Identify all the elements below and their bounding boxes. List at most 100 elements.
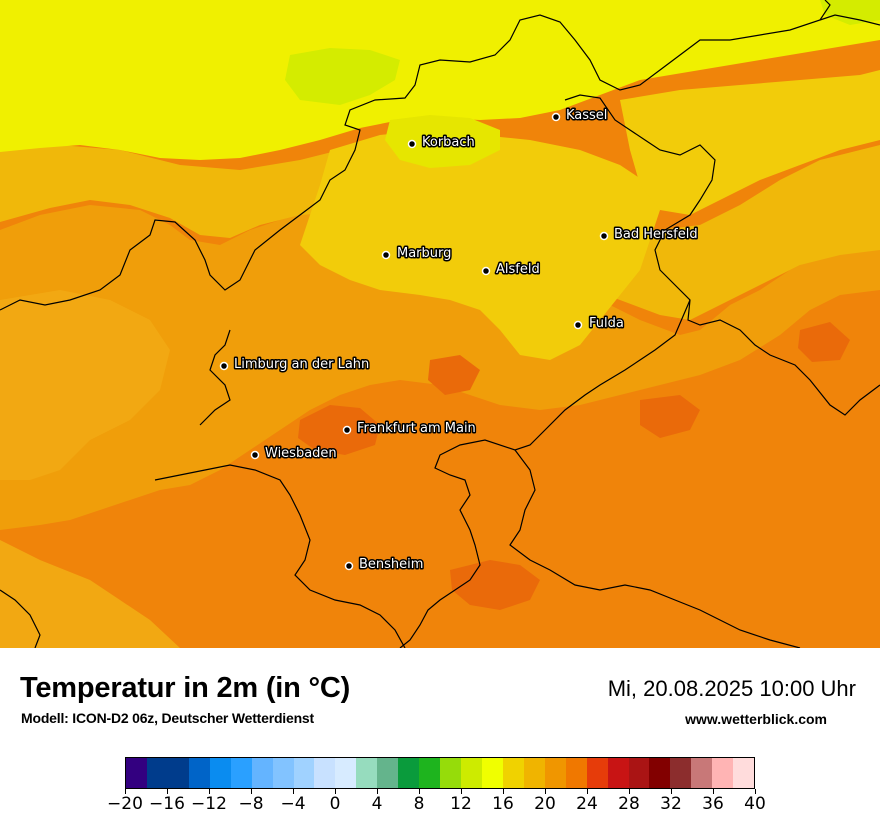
city-marker-bensheim[interactable]: Bensheim: [344, 556, 425, 574]
city-marker-fulda[interactable]: Fulda: [573, 315, 625, 333]
temp-zone-deep-east: [640, 395, 700, 438]
color-swatch: [293, 758, 315, 788]
city-label-fulda: Fulda: [589, 316, 624, 331]
color-swatch: [649, 758, 671, 788]
forecast-datetime: Mi, 20.08.2025 10:00 Uhr: [607, 676, 856, 701]
tick-label: 12: [450, 794, 472, 814]
city-dot-icon: [344, 561, 354, 571]
temperature-map[interactable]: Kassel Korbach Bad Hersfeld Marburg Alsf…: [0, 0, 880, 648]
color-swatch: [733, 758, 755, 788]
city-label-limburg: Limburg an der Lahn: [234, 357, 369, 372]
tick-mark: [125, 789, 126, 794]
city-marker-alsfeld[interactable]: Alsfeld: [481, 261, 541, 279]
city-dot-icon: [219, 361, 229, 371]
color-swatch: [712, 758, 734, 788]
city-label-marburg: Marburg: [397, 246, 451, 261]
tick-mark: [293, 789, 294, 794]
city-dot-icon: [250, 450, 260, 460]
tick-label: 28: [618, 794, 640, 814]
tick-label: 0: [329, 794, 341, 814]
tick-mark: [587, 789, 588, 794]
city-marker-marburg[interactable]: Marburg: [381, 245, 453, 263]
admin-borders: [0, 0, 880, 648]
color-swatch: [586, 758, 608, 788]
color-swatch: [544, 758, 566, 788]
city-dot-icon: [481, 266, 491, 276]
map-title: Temperatur in 2m (in °C): [20, 672, 351, 704]
temp-zone-deep-center: [428, 355, 480, 395]
tick-label: 24: [576, 794, 598, 814]
color-swatch: [272, 758, 294, 788]
city-label-frankfurt: Frankfurt am Main: [357, 421, 476, 436]
city-marker-frankfurt[interactable]: Frankfurt am Main: [342, 420, 477, 438]
tick-label: 36: [702, 794, 724, 814]
color-swatch: [502, 758, 524, 788]
city-label-alsfeld: Alsfeld: [496, 262, 540, 277]
temp-zone-green-yellow-east: [820, 0, 880, 25]
tick-label: 20: [534, 794, 556, 814]
legend-panel: Temperatur in 2m (in °C) Modell: ICON-D2…: [0, 648, 880, 830]
temp-zone-deep-south: [450, 560, 540, 610]
tick-mark: [167, 789, 168, 794]
tick-mark: [461, 789, 462, 794]
color-swatch: [335, 758, 357, 788]
color-swatch: [628, 758, 650, 788]
city-dot-icon: [407, 139, 417, 149]
city-marker-limburg[interactable]: Limburg an der Lahn: [219, 356, 371, 374]
city-marker-kassel[interactable]: Kassel: [551, 107, 609, 125]
city-marker-bad-hersfeld[interactable]: Bad Hersfeld: [599, 226, 699, 244]
color-swatch: [230, 758, 252, 788]
temp-zone-gold: [300, 130, 660, 360]
temp-zone-yellow-korbach: [385, 115, 500, 168]
color-swatch: [188, 758, 210, 788]
website-link[interactable]: www.wetterblick.com: [685, 711, 827, 727]
color-swatch: [314, 758, 336, 788]
color-scale-bar: [125, 757, 755, 789]
city-marker-korbach[interactable]: Korbach: [407, 134, 476, 152]
color-swatch: [167, 758, 189, 788]
color-swatch: [146, 758, 168, 788]
tick-label: −4: [280, 794, 306, 814]
tick-mark: [503, 789, 504, 794]
temp-zone-gold-east: [620, 70, 880, 215]
tick-mark: [377, 789, 378, 794]
temp-zone-orange-west: [0, 290, 170, 480]
tick-label: −16: [149, 794, 185, 814]
model-info: Modell: ICON-D2 06z, Deutscher Wetterdie…: [21, 710, 314, 726]
city-label-bensheim: Bensheim: [359, 557, 423, 572]
city-dot-icon: [342, 425, 352, 435]
tick-mark: [713, 789, 714, 794]
color-scale-ticks: −20 −16 −12 −8 −4 0 4 8 12 16 20 24 28 32 36 40: [107, 789, 766, 819]
color-swatch: [251, 758, 273, 788]
tick-mark: [545, 789, 546, 794]
city-label-bad-hersfeld: Bad Hersfeld: [614, 227, 698, 242]
tick-label: −20: [107, 794, 143, 814]
city-marker-wiesbaden[interactable]: Wiesbaden: [250, 445, 338, 463]
color-swatch: [126, 758, 147, 788]
color-swatch: [461, 758, 482, 788]
color-swatch: [398, 758, 420, 788]
tick-label: 40: [744, 794, 766, 814]
color-swatch: [523, 758, 545, 788]
color-swatch: [691, 758, 713, 788]
tick-label: 16: [492, 794, 514, 814]
tick-mark: [251, 789, 252, 794]
temp-zone-green-yellow: [285, 48, 400, 105]
city-label-wiesbaden: Wiesbaden: [265, 446, 337, 461]
color-swatch: [356, 758, 378, 788]
tick-label: −12: [191, 794, 227, 814]
city-dot-icon: [599, 231, 609, 241]
color-swatch: [670, 758, 692, 788]
tick-mark: [629, 789, 630, 794]
tick-label: 4: [371, 794, 383, 814]
city-label-kassel: Kassel: [566, 108, 607, 123]
color-swatch: [607, 758, 629, 788]
tick-mark: [419, 789, 420, 794]
temp-zone-deep-frankfurt: [298, 405, 380, 455]
temp-zone-yellow: [0, 0, 880, 160]
tick-label: 32: [660, 794, 682, 814]
tick-label: −8: [238, 794, 264, 814]
color-swatch: [565, 758, 587, 788]
tick-mark: [209, 789, 210, 794]
tick-mark: [671, 789, 672, 794]
